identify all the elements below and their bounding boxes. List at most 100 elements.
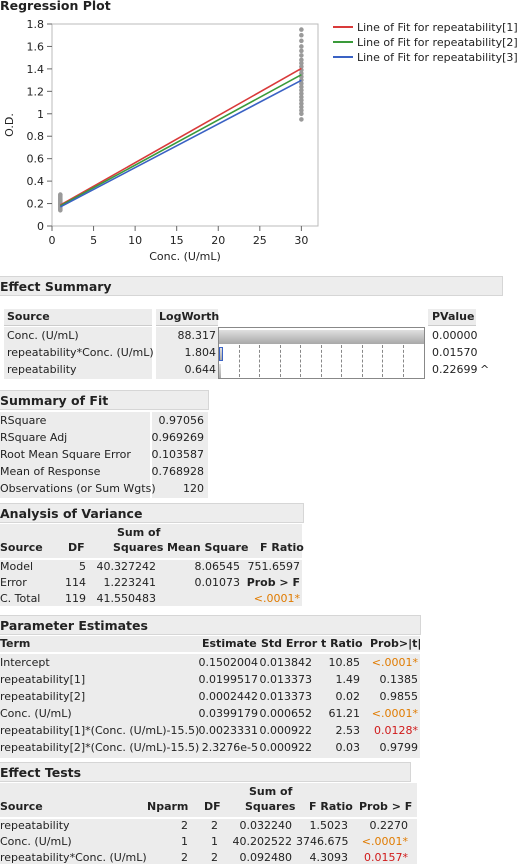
pe-std: 0.000922 bbox=[259, 741, 313, 754]
pe-t: 10.85 bbox=[328, 656, 361, 669]
legend-label[interactable]: Line of Fit for repeatability[2] bbox=[357, 36, 518, 49]
y-tick-label: 1.2 bbox=[27, 85, 45, 98]
legend-label[interactable]: Line of Fit for repeatability[3] bbox=[357, 51, 518, 64]
pe-t: 0.02 bbox=[335, 690, 361, 703]
pe-term: repeatability[2] bbox=[0, 690, 86, 703]
summary-of-fit-value: 0.768928 bbox=[151, 465, 205, 478]
logworth-gridline bbox=[382, 345, 383, 377]
pe-t: 61.21 bbox=[328, 707, 361, 720]
et-f: 1.5023 bbox=[309, 819, 349, 832]
effect-summary-header[interactable]: Effect Summary bbox=[0, 276, 503, 296]
anova-ms: 0.01073 bbox=[194, 576, 241, 589]
anova-header[interactable]: Analysis of Variance bbox=[0, 503, 304, 523]
pe-std: 0.000922 bbox=[259, 724, 313, 737]
y-tick-label: 1.6 bbox=[27, 40, 45, 53]
anova-source: C. Total bbox=[0, 592, 41, 605]
effect-summary-logworth: 1.804 bbox=[184, 346, 217, 359]
parameter-estimates-title: Parameter Estimates bbox=[0, 618, 148, 633]
anova-ss: 1.223241 bbox=[103, 576, 157, 589]
summary-of-fit-label: Root Mean Square Error bbox=[0, 448, 131, 461]
data-point bbox=[58, 192, 63, 197]
data-point bbox=[299, 81, 304, 86]
summary-of-fit-table: RSquare 0.97056 RSquare Adj 0.969269 Root Me… bbox=[0, 412, 210, 498]
et-ss: 40.202522 bbox=[232, 835, 293, 848]
pe-estimate: 0.1502004 bbox=[198, 656, 259, 669]
fit-line-3[interactable] bbox=[59, 79, 302, 208]
pe-t: 0.03 bbox=[335, 741, 361, 754]
anova-source: Model bbox=[0, 560, 34, 573]
pe-std: 0.013373 bbox=[259, 673, 313, 686]
summary-of-fit-value: 120 bbox=[183, 482, 204, 495]
et-source: repeatability bbox=[0, 819, 70, 832]
y-tick-label: 0.2 bbox=[27, 198, 45, 211]
fit-line-2[interactable] bbox=[59, 74, 302, 207]
effect-tests-table: Source Nparm DF Sum of Squares F Ratio P… bbox=[0, 783, 420, 864]
legend-label[interactable]: Line of Fit for repeatability[1] bbox=[357, 21, 518, 34]
summary-of-fit-label: Observations (or Sum Wgts) bbox=[0, 482, 156, 495]
pe-std: 0.000652 bbox=[259, 707, 313, 720]
summary-of-fit-header[interactable]: Summary of Fit bbox=[0, 390, 209, 410]
effect-summary-pvalue: 0.00000 bbox=[432, 329, 478, 342]
pe-term: repeatability[2]*(Conc. (U/mL)-15.5) bbox=[0, 741, 200, 754]
pe-estimate-header: Estimate bbox=[202, 637, 257, 650]
logworth-gridline bbox=[280, 345, 281, 377]
effect-tests-header[interactable]: Effect Tests bbox=[0, 762, 411, 782]
fit-line-1[interactable] bbox=[59, 67, 302, 206]
data-point bbox=[299, 104, 304, 110]
summary-of-fit-value: 0.103587 bbox=[151, 448, 205, 461]
pe-std: 0.013373 bbox=[259, 690, 313, 703]
data-point bbox=[299, 32, 304, 38]
anova-title: Analysis of Variance bbox=[0, 506, 143, 521]
anova-f: 751.6597 bbox=[247, 560, 301, 573]
effect-summary-pvalue: 0.01570 bbox=[432, 346, 478, 359]
pe-term: Conc. (U/mL) bbox=[0, 707, 72, 720]
y-tick-label: 1 bbox=[37, 108, 44, 121]
et-p-header: Prob > F bbox=[359, 800, 413, 813]
y-tick-label: 1.4 bbox=[27, 63, 45, 76]
pe-p: 0.0128* bbox=[374, 724, 418, 737]
data-point bbox=[299, 101, 304, 106]
data-point bbox=[299, 111, 304, 117]
logworth-gridline bbox=[341, 345, 342, 377]
et-ss-header-top: Sum of bbox=[249, 785, 293, 798]
et-df-header: DF bbox=[204, 800, 221, 813]
effect-summary-pvalue: 0.22699 bbox=[432, 363, 478, 376]
parameter-estimates-header[interactable]: Parameter Estimates bbox=[0, 615, 421, 635]
logworth-bar bbox=[219, 330, 424, 344]
data-point bbox=[299, 84, 304, 90]
summary-of-fit-value: 0.97056 bbox=[158, 414, 205, 427]
anova-ss-header-top: Sum of bbox=[117, 526, 161, 539]
et-nparm: 2 bbox=[181, 851, 188, 864]
y-axis-label[interactable]: O.D. bbox=[3, 113, 16, 137]
et-nparm: 2 bbox=[181, 819, 188, 832]
data-point bbox=[299, 53, 304, 58]
logworth-gridline bbox=[362, 345, 363, 377]
et-ss-header-bottom: Squares bbox=[245, 800, 296, 813]
x-tick-label: 30 bbox=[294, 234, 308, 247]
regression-plot-title[interactable]: Regression Plot bbox=[0, 0, 111, 13]
summary-of-fit-label: Mean of Response bbox=[0, 465, 101, 478]
et-f: 4.3093 bbox=[309, 851, 349, 864]
data-point bbox=[299, 27, 304, 32]
et-f: 3746.675 bbox=[296, 835, 349, 848]
summary-of-fit-label: RSquare bbox=[0, 414, 47, 427]
et-ss: 0.092480 bbox=[239, 851, 293, 864]
et-nparm-header: Nparm bbox=[147, 800, 189, 813]
pe-p: <.0001* bbox=[371, 656, 418, 669]
logworth-bar-frame bbox=[218, 327, 425, 379]
data-point bbox=[299, 91, 304, 96]
data-point bbox=[299, 60, 304, 66]
logworth-gridline bbox=[403, 345, 404, 377]
data-point bbox=[299, 48, 304, 54]
summary-of-fit-label: RSquare Adj bbox=[0, 431, 68, 444]
pe-estimate: 0.0023331 bbox=[198, 724, 259, 737]
pe-std-header: Std Error bbox=[261, 637, 318, 650]
et-p: <.0001* bbox=[361, 835, 408, 848]
x-tick-label: 15 bbox=[170, 234, 184, 247]
et-df: 2 bbox=[211, 851, 218, 864]
plot-frame[interactable] bbox=[51, 23, 319, 227]
anova-ss-header-bottom: Squares bbox=[113, 541, 164, 554]
effect-summary-table: Source LogWorth PValue Conc. (U/mL) 88.31… bbox=[4, 309, 489, 381]
anova-source-header: Source bbox=[0, 541, 43, 554]
x-axis-label[interactable]: Conc. (U/mL) bbox=[149, 250, 221, 263]
